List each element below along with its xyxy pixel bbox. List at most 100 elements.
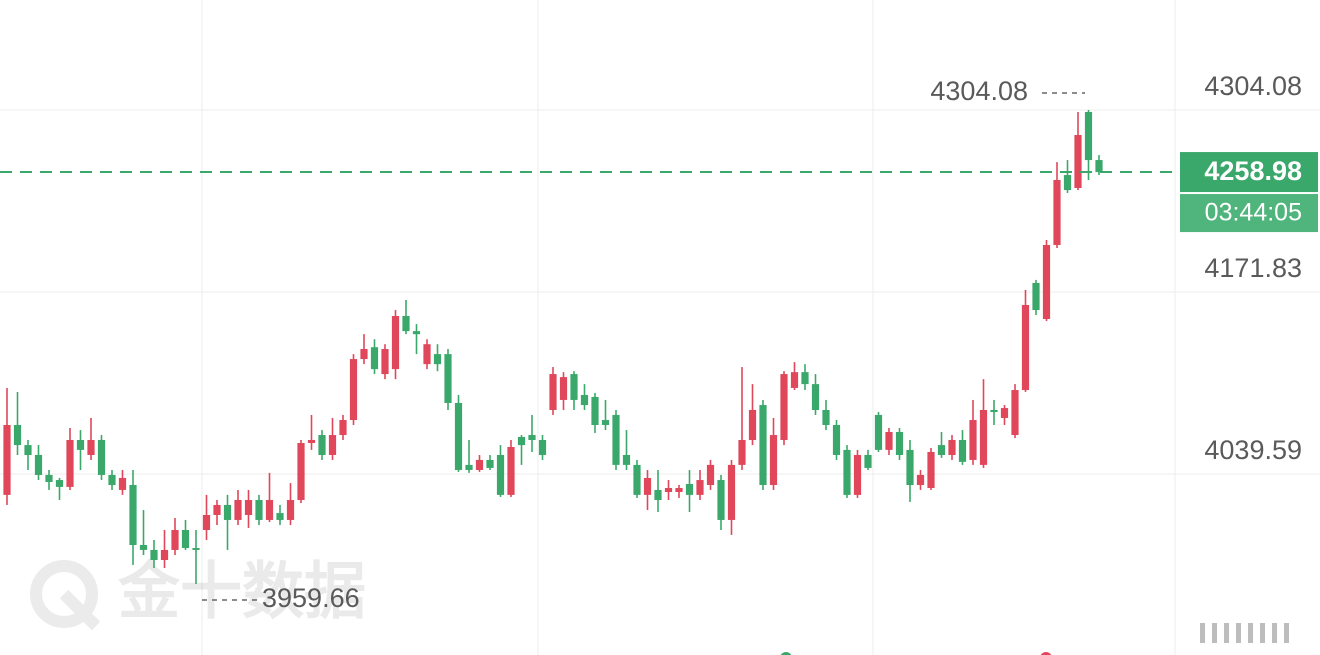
candle-body xyxy=(969,420,977,460)
candle-body xyxy=(790,372,799,388)
last-price-label: 4258.98 xyxy=(1204,156,1302,186)
candle-body xyxy=(45,474,53,482)
candle-body xyxy=(181,529,190,549)
candle-body xyxy=(3,424,11,495)
candle-body xyxy=(622,454,631,465)
candle-body xyxy=(643,477,652,495)
candle-body xyxy=(1053,180,1061,245)
candle-body xyxy=(412,331,421,335)
candle-body xyxy=(360,349,368,360)
candle-body xyxy=(265,499,274,520)
candle-body xyxy=(286,499,295,520)
candle-body xyxy=(570,374,578,400)
candle-body xyxy=(738,439,746,465)
candle-body xyxy=(717,480,725,520)
candle-body xyxy=(244,499,253,515)
candle-body xyxy=(255,499,263,520)
candle-body xyxy=(885,432,893,450)
candle-body xyxy=(433,354,442,365)
candle-body xyxy=(727,464,736,520)
candle-body xyxy=(24,445,32,455)
candle-body xyxy=(979,409,988,465)
candle-body xyxy=(496,454,505,495)
candle-body xyxy=(612,414,620,465)
candle-body xyxy=(213,504,221,515)
candle-body xyxy=(13,424,22,446)
candle-body xyxy=(234,499,242,520)
candle-body xyxy=(811,384,820,410)
candle-body xyxy=(601,420,610,425)
candle-body xyxy=(1000,408,1009,418)
candle-body xyxy=(66,439,74,487)
candle-body xyxy=(664,488,673,493)
candle-body xyxy=(370,347,379,370)
y-tick-label: 4039.59 xyxy=(1204,435,1302,465)
candle-body xyxy=(528,435,536,440)
candle-body xyxy=(853,454,862,495)
candle-body xyxy=(118,477,127,490)
candle-body xyxy=(549,374,557,410)
candle-body xyxy=(423,344,431,365)
candle-body xyxy=(139,544,148,550)
candle-body xyxy=(87,439,95,455)
event-dot[interactable] xyxy=(780,652,792,655)
candle-body xyxy=(706,464,715,485)
candle-body xyxy=(685,484,694,495)
candle-body xyxy=(202,514,211,530)
candle-body xyxy=(349,359,358,421)
candle-body xyxy=(559,377,568,400)
candle-body xyxy=(874,414,883,450)
candle-body xyxy=(748,409,757,440)
candle-body xyxy=(391,315,400,370)
candle-body xyxy=(958,439,967,462)
candle-body xyxy=(801,372,809,385)
candle-body xyxy=(895,432,904,455)
candle-body xyxy=(990,409,998,413)
y-tick-label: 4171.83 xyxy=(1204,253,1302,283)
candle-body xyxy=(192,548,200,550)
candle-body xyxy=(696,480,704,495)
candle-body xyxy=(759,405,767,485)
candle-body xyxy=(832,424,841,455)
candle-body xyxy=(937,445,946,455)
candle-body xyxy=(591,396,599,425)
candle-body xyxy=(675,488,683,493)
candle-body xyxy=(150,549,158,560)
candle-body xyxy=(906,449,914,485)
candle-body xyxy=(1074,135,1082,188)
candle-body xyxy=(633,464,641,495)
y-tick-label: 4304.08 xyxy=(1204,71,1302,101)
candle-body xyxy=(769,435,778,485)
candle-body xyxy=(1032,282,1040,311)
candle-body xyxy=(97,439,106,475)
fullscreen-icon[interactable] xyxy=(1200,623,1289,643)
candle-body xyxy=(108,474,116,485)
candle-body xyxy=(538,439,547,455)
candle-body xyxy=(328,435,337,455)
candle-body xyxy=(381,349,389,375)
countdown-box xyxy=(1180,194,1318,233)
candle-body xyxy=(402,315,410,332)
candle-body xyxy=(223,504,232,520)
candle-body xyxy=(276,513,284,520)
watermark: 金十数据 xyxy=(117,557,366,626)
candle-body xyxy=(486,459,494,468)
event-dot[interactable] xyxy=(1040,652,1052,655)
candle-body xyxy=(507,447,515,495)
candle-body xyxy=(307,439,316,444)
watermark-logo xyxy=(30,560,101,631)
candle-body xyxy=(780,374,788,440)
candle-body xyxy=(34,454,43,475)
candle-body xyxy=(1021,304,1030,391)
max-label: 4304.08 xyxy=(930,76,1028,106)
candle-body xyxy=(580,394,589,406)
candle-body xyxy=(1042,244,1051,320)
candle-body xyxy=(1011,390,1019,436)
candle-body xyxy=(1084,112,1093,161)
last-price-box xyxy=(1180,152,1318,193)
min-label: 3959.66 xyxy=(262,583,360,613)
candle-body xyxy=(864,454,872,468)
candle-body xyxy=(517,436,526,446)
candle-body xyxy=(160,549,169,560)
